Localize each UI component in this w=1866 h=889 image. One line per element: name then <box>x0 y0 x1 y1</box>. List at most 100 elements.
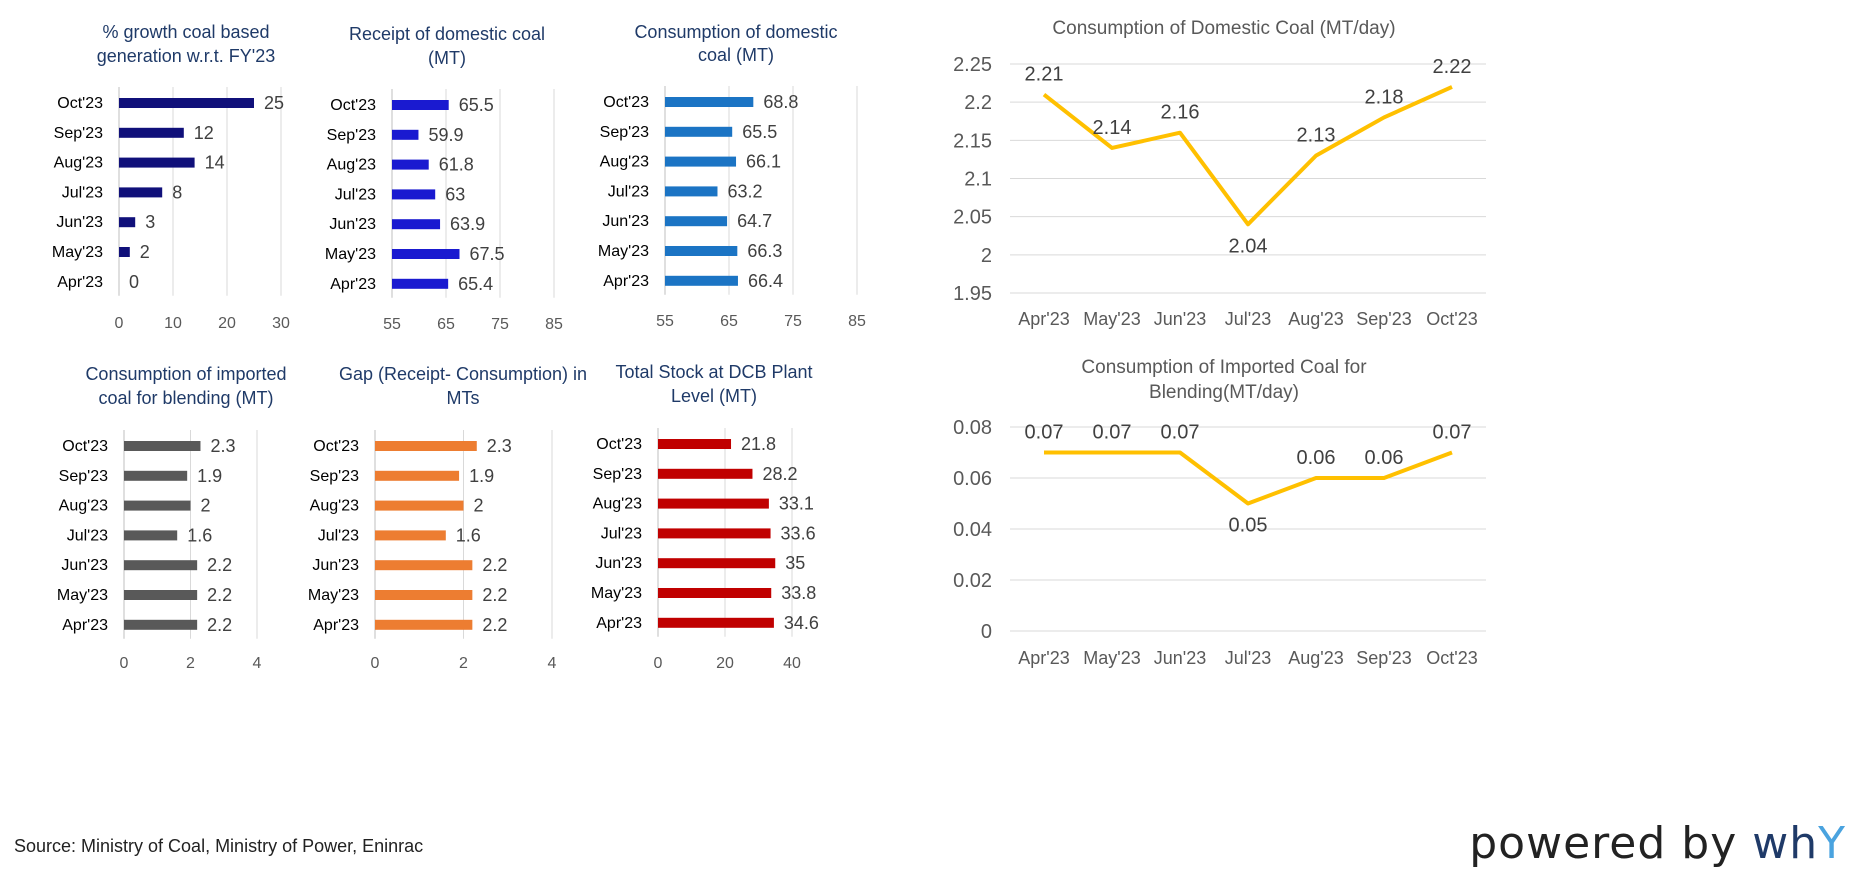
gap-category-label: Jul'23 <box>318 527 359 544</box>
imported-bar <box>124 560 198 571</box>
consumption-value-label: 65.5 <box>742 122 777 142</box>
consumption-bar <box>665 126 733 137</box>
imported-title-line: coal for blending (MT) <box>98 388 273 408</box>
gap-category-label: Apr'23 <box>313 617 359 634</box>
stock-category-label: Sep'23 <box>593 466 642 483</box>
imported-category-label: Jun'23 <box>61 557 108 574</box>
domestic_line-ytick-label: 2.05 <box>953 207 992 229</box>
imported-bar <box>124 500 191 511</box>
imported_line-title-line: Consumption of Imported Coal for <box>1081 357 1367 378</box>
consumption-category-label: Oct'23 <box>603 94 649 111</box>
stock-value-label: 28.2 <box>762 464 797 484</box>
domestic_line-category-label: Jul'23 <box>1225 309 1271 329</box>
gap-bar <box>375 619 473 630</box>
growth-value-label: 8 <box>172 182 182 202</box>
receipt-value-label: 63 <box>445 184 465 204</box>
imported-value-label: 2.3 <box>210 436 235 456</box>
imported-bar <box>124 441 201 451</box>
imported-bar <box>124 590 198 600</box>
receipt-bar <box>392 189 436 200</box>
imported-value-label: 2.2 <box>207 555 232 575</box>
gap-bar <box>375 470 460 481</box>
consumption-value-label: 66.4 <box>748 271 783 291</box>
receipt-bar <box>392 278 449 289</box>
receipt-category-label: Sep'23 <box>327 127 376 144</box>
domestic_line-data-label: 2.18 <box>1365 86 1404 108</box>
domestic_line-title-line: Consumption of Domestic Coal (MT/day) <box>1052 18 1395 39</box>
gap-bar <box>375 590 473 600</box>
consumption-title-line: coal (MT) <box>698 45 774 65</box>
receipt-title-line: (MT) <box>428 48 466 68</box>
stock-category-label: Oct'23 <box>596 436 642 453</box>
stock-category-label: Aug'23 <box>593 496 642 513</box>
stock-value-label: 33.8 <box>781 583 816 603</box>
growth-category-label: Jul'23 <box>62 184 103 201</box>
consumption-category-label: Aug'23 <box>600 154 649 171</box>
receipt-bar <box>392 249 460 259</box>
imported-tick-label: 4 <box>253 655 262 672</box>
receipt-category-label: Aug'23 <box>327 157 376 174</box>
imported-category-label: Jul'23 <box>67 527 108 544</box>
brand-y: Y <box>1818 818 1846 869</box>
domestic_line-ytick-label: 2.2 <box>964 92 992 114</box>
stock-tick-label: 40 <box>783 655 801 672</box>
domestic_line-category-label: Jun'23 <box>1154 309 1206 329</box>
source-note: Source: Ministry of Coal, Ministry of Po… <box>14 836 424 856</box>
brand-wh: wh <box>1752 818 1819 869</box>
growth-title-line: generation w.r.t. FY'23 <box>97 46 276 66</box>
gap-title-line: MTs <box>447 388 480 408</box>
imported_line-ytick-label: 0.06 <box>953 468 992 490</box>
growth-value-label: 2 <box>140 242 150 262</box>
imported-category-label: Aug'23 <box>59 498 108 515</box>
consumption-bar <box>665 246 738 256</box>
growth-category-label: Jun'23 <box>56 214 103 231</box>
gap-value-label: 2.2 <box>482 615 507 635</box>
receipt-category-label: Jun'23 <box>329 216 376 233</box>
consumption-bar <box>665 186 718 197</box>
stock-bar <box>658 617 774 628</box>
consumption-category-label: Jun'23 <box>602 213 649 230</box>
growth-bar <box>119 157 195 168</box>
gap-title-line: Gap (Receipt- Consumption) in <box>339 364 587 384</box>
imported_line-ytick-label: 0.08 <box>953 417 992 439</box>
domestic_line-ytick-label: 1.95 <box>953 283 992 305</box>
domestic_line-category-label: Sep'23 <box>1356 309 1412 329</box>
receipt-category-label: Oct'23 <box>330 97 376 114</box>
imported_line-data-label: 0.07 <box>1433 422 1472 444</box>
stock-title-line: Level (MT) <box>671 386 757 406</box>
domestic_line-series-line <box>1042 85 1453 227</box>
gap-category-label: May'23 <box>308 587 359 604</box>
growth-bar <box>119 127 184 138</box>
domestic_line-category-label: Aug'23 <box>1288 309 1344 329</box>
consumption-category-label: Jul'23 <box>608 183 649 200</box>
consumption-tick-label: 85 <box>848 313 866 330</box>
receipt-tick-label: 85 <box>545 316 563 333</box>
receipt-bar <box>392 100 449 110</box>
gap-value-label: 2.2 <box>482 585 507 605</box>
receipt-value-label: 67.5 <box>470 244 505 264</box>
gap-category-label: Sep'23 <box>310 468 359 485</box>
domestic_line-data-label: 2.22 <box>1433 56 1472 78</box>
growth-category-label: Oct'23 <box>57 95 103 112</box>
consumption-value-label: 66.3 <box>747 241 782 261</box>
growth-value-label: 25 <box>264 93 284 113</box>
imported_line-category-label: May'23 <box>1083 648 1140 668</box>
imported-category-label: Apr'23 <box>62 617 108 634</box>
imported_line-ytick-label: 0 <box>981 621 992 643</box>
consumption-title-line: Consumption of domestic <box>634 22 837 42</box>
consumption-bar <box>665 275 738 286</box>
imported_line-category-label: Aug'23 <box>1288 648 1344 668</box>
growth-category-label: Sep'23 <box>54 125 103 142</box>
domestic_line-category-label: Oct'23 <box>1426 309 1477 329</box>
receipt-category-label: May'23 <box>325 246 376 263</box>
consumption-value-label: 63.2 <box>727 181 762 201</box>
imported_line-category-label: Sep'23 <box>1356 648 1412 668</box>
receipt-value-label: 61.8 <box>439 155 474 175</box>
stock-bar <box>658 498 769 509</box>
growth-bar <box>119 98 254 108</box>
stock-bar <box>658 528 771 539</box>
domestic_line-ytick-label: 2.25 <box>953 54 992 76</box>
growth-tick-label: 20 <box>218 315 236 332</box>
gap-category-label: Aug'23 <box>310 498 359 515</box>
